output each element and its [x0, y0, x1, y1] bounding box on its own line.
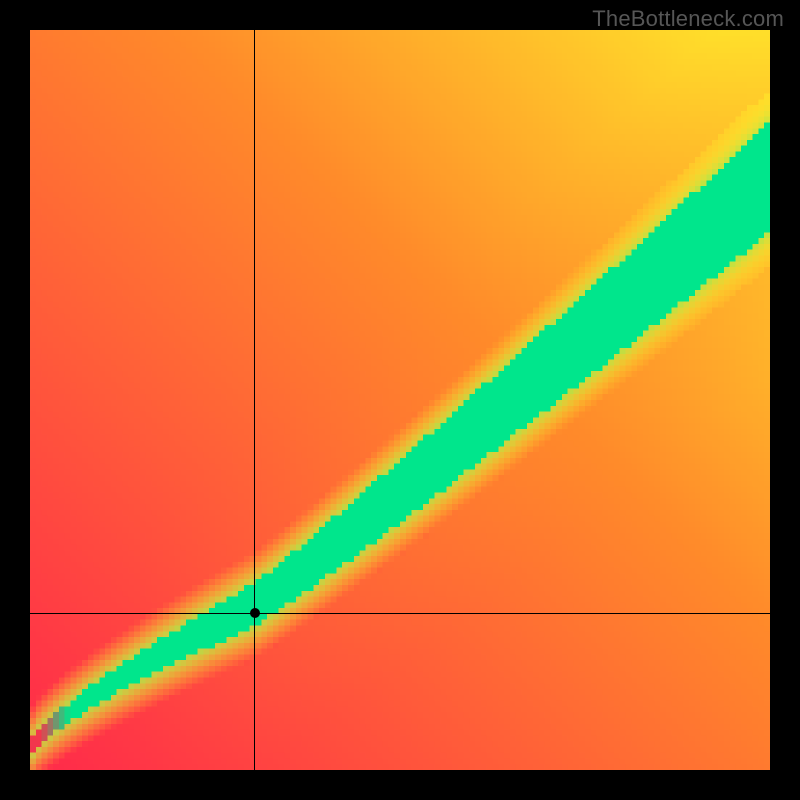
bottleneck-heatmap [30, 30, 770, 770]
chart-container: { "watermark": { "text": "TheBottleneck.… [0, 0, 800, 800]
border-right [770, 0, 800, 800]
crosshair-vertical [254, 30, 255, 770]
crosshair-marker [250, 608, 260, 618]
crosshair-horizontal [30, 613, 770, 614]
border-bottom [0, 770, 800, 800]
border-left [0, 0, 30, 800]
watermark-text: TheBottleneck.com [592, 6, 784, 32]
